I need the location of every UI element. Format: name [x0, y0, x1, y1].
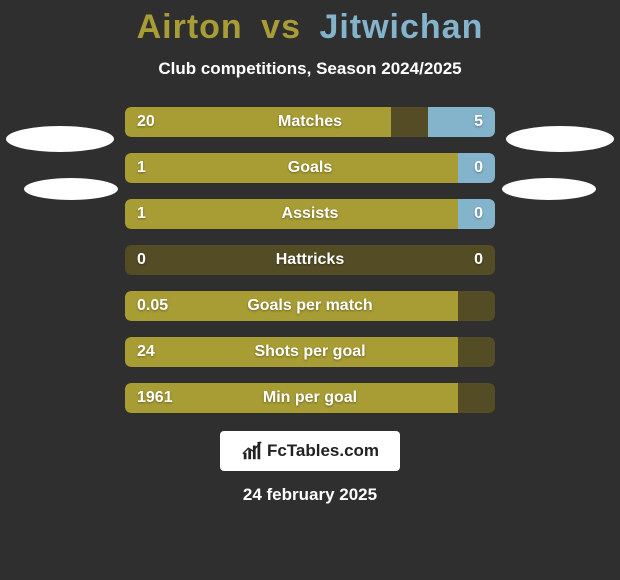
stat-rows: 205Matches 10Goals 10Assists 00Hattricks 0.0… [125, 107, 495, 413]
subtitle: Club competitions, Season 2024/2025 [0, 59, 620, 79]
player2-photo-placeholder [506, 126, 614, 152]
player2-name: Jitwichan [319, 8, 483, 46]
stat-label: Assists [125, 199, 495, 229]
stat-row: 205Matches [125, 107, 495, 137]
stat-label: Shots per goal [125, 337, 495, 367]
comparison-card: Airton vs Jitwichan Club competitions, S… [0, 0, 620, 580]
stat-row: 10Goals [125, 153, 495, 183]
stat-label: Matches [125, 107, 495, 137]
stat-row: 0.05Goals per match [125, 291, 495, 321]
stat-row: 1961Min per goal [125, 383, 495, 413]
page-title: Airton vs Jitwichan [0, 8, 620, 47]
chart-icon [241, 440, 263, 462]
stat-label: Goals [125, 153, 495, 183]
stat-label: Goals per match [125, 291, 495, 321]
vs-text: vs [261, 8, 301, 46]
player1-name: Airton [137, 8, 243, 46]
player2-photo-placeholder-small [502, 178, 596, 200]
stat-label: Min per goal [125, 383, 495, 413]
stat-row: 10Assists [125, 199, 495, 229]
player1-photo-placeholder-small [24, 178, 118, 200]
stat-row: 24Shots per goal [125, 337, 495, 367]
stat-row: 00Hattricks [125, 245, 495, 275]
date-text: 24 february 2025 [0, 485, 620, 505]
player1-photo-placeholder [6, 126, 114, 152]
brand-badge: FcTables.com [220, 431, 400, 471]
brand-text: FcTables.com [267, 441, 379, 461]
stat-label: Hattricks [125, 245, 495, 275]
